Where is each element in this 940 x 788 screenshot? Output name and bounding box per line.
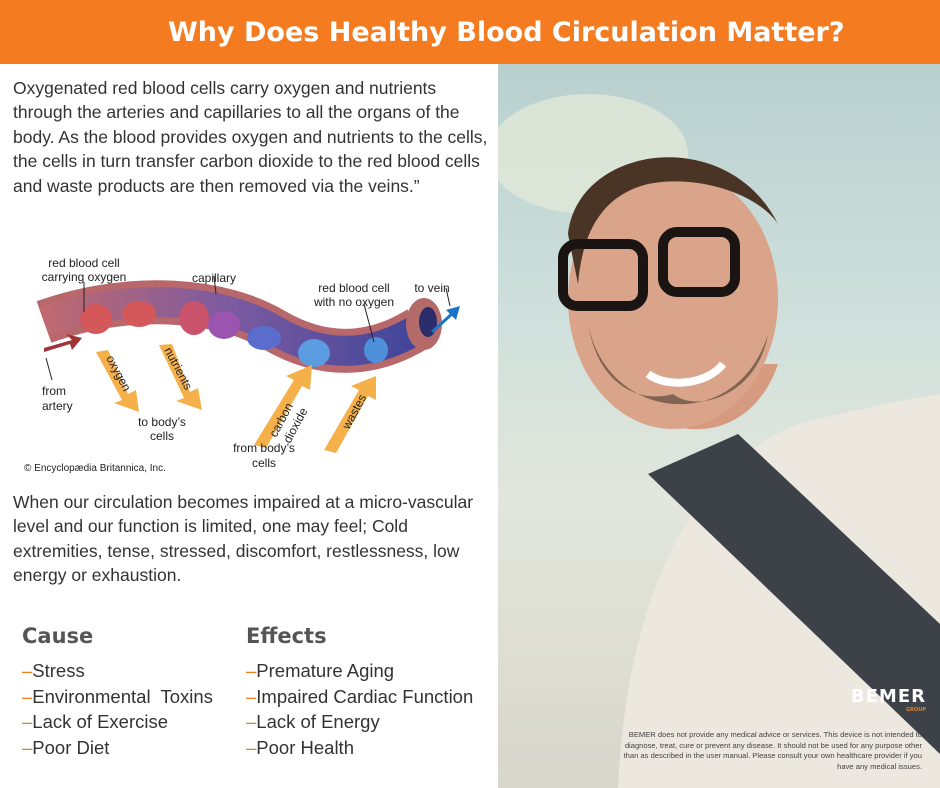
carbon-dioxide-arrow — [254, 365, 312, 448]
list-item: –Lack of Energy — [246, 709, 473, 735]
oxygenated-cell — [80, 304, 112, 334]
from-artery-arrow — [44, 334, 82, 352]
transition-cell — [208, 311, 240, 339]
disclaimer-text: BEMER does not provide any medical advic… — [623, 730, 922, 771]
vein-lumen — [419, 307, 437, 337]
label-rbc-no-oxygen-2: with no oxygen — [313, 295, 394, 309]
bullet: – — [246, 736, 257, 758]
label-from-artery-2: artery — [42, 399, 73, 413]
label-to-cells: to body’s — [138, 415, 186, 429]
list-item: –Poor Diet — [22, 735, 213, 761]
oxygenated-cell — [179, 301, 209, 335]
bemer-device-strap — [648, 434, 940, 754]
bullet: – — [22, 736, 33, 758]
label-from-cells-2: cells — [252, 456, 276, 470]
cause-item: Environmental Toxins — [32, 685, 213, 707]
effects-item: Poor Health — [256, 736, 354, 758]
bemer-logo: BEMER GROUP — [851, 686, 926, 713]
intro-paragraph: Oxygenated red blood cells carry oxygen … — [13, 78, 488, 196]
glasses-left — [558, 239, 648, 311]
list-item: –Lack of Exercise — [22, 709, 213, 735]
bullet: – — [246, 711, 257, 732]
effects-item: Premature Aging — [256, 660, 395, 681]
leader-lines — [45, 275, 451, 381]
list-item: –Poor Health — [246, 735, 473, 761]
list-item: –Environmental Toxins — [22, 684, 213, 710]
nutrients-arrow — [159, 344, 202, 410]
photo-illustration — [498, 94, 940, 788]
cause-item: Stress — [32, 660, 85, 681]
bullet: – — [22, 660, 33, 681]
bullet: – — [246, 685, 257, 707]
cause-item: Poor Diet — [32, 736, 110, 758]
oxygen-arrow — [96, 350, 139, 412]
blood-circulation-diagram: red blood cell carrying oxygen capillary… — [24, 256, 460, 474]
label-capillary: capillary — [192, 271, 236, 285]
hair — [568, 157, 778, 284]
to-vein-arrow — [430, 310, 456, 334]
effects-heading: Effects — [246, 624, 327, 648]
label-from-artery: from — [42, 384, 66, 398]
header-banner: Why Does Healthy Blood Circulation Matte… — [0, 0, 940, 64]
deoxygenated-cell — [298, 339, 330, 367]
label-rbc-no-oxygen: red blood cell — [318, 281, 389, 295]
label-rbc-oxygen-2: carrying oxygen — [42, 270, 127, 284]
bullet: – — [22, 685, 33, 707]
diagram-credit: © Encyclopædia Britannica, Inc. — [24, 463, 166, 474]
page-title: Why Does Healthy Blood Circulation Matte… — [168, 16, 845, 48]
list-item: –Premature Aging — [246, 658, 473, 684]
impaired-paragraph: When our circulation becomes impaired at… — [13, 492, 474, 586]
logo-sub: GROUP — [906, 707, 926, 713]
oxygenated-cell — [122, 301, 156, 327]
glasses-right — [658, 227, 740, 297]
effects-list: Effects –Premature Aging –Impaired Cardi… — [246, 624, 473, 760]
to-vein-arrowhead — [446, 306, 460, 320]
label-to-vein: to vein — [414, 281, 449, 295]
label-to-cells-2: cells — [150, 429, 174, 443]
cause-item: Lack of Exercise — [32, 711, 169, 732]
label-from-cells: from body’s — [233, 441, 295, 455]
label-rbc-oxygen: red blood cell — [48, 256, 119, 270]
deoxygenated-cell — [364, 337, 388, 363]
logo-text: BEMER — [850, 686, 926, 707]
effects-item: Lack of Energy — [256, 711, 380, 732]
list-item: –Impaired Cardiac Function — [246, 684, 473, 710]
wastes-arrow — [324, 376, 376, 453]
content-panel: Oxygenated red blood cells carry oxygen … — [0, 64, 498, 788]
effects-item: Impaired Cardiac Function — [256, 685, 474, 707]
deoxygenated-cell — [247, 326, 281, 350]
cause-list: Cause –Stress –Environmental Toxins –Lac… — [22, 624, 213, 760]
man-with-bemer-device-photo — [498, 64, 940, 788]
cause-heading: Cause — [22, 624, 94, 648]
bullet: – — [246, 660, 257, 681]
list-item: –Stress — [22, 658, 213, 684]
red-blood-cells — [80, 301, 388, 367]
label-wastes: wastes — [339, 392, 369, 432]
bullet: – — [22, 711, 33, 732]
